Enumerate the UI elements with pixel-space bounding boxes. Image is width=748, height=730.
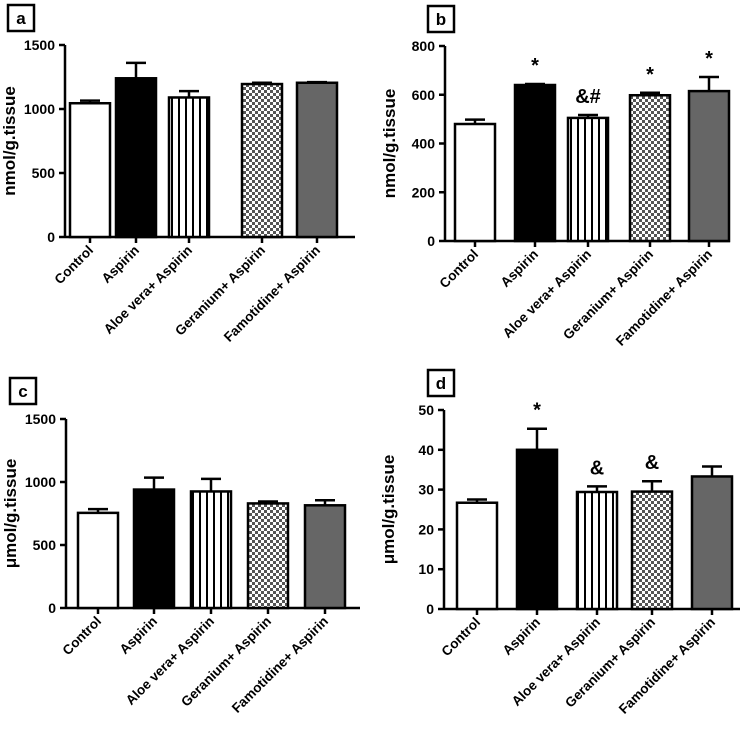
panel-label-box — [426, 4, 456, 34]
y-tick-label: 0 — [427, 233, 435, 249]
panel-label: b — [436, 10, 446, 29]
y-axis-label: nmol/g.tissue — [380, 89, 399, 199]
panel-c: c μmol/g.tissue 0 500 1000 1500 Control Aspirin… — [1, 376, 360, 716]
y-tick-label: 0 — [47, 229, 55, 245]
significance-marker: & — [590, 457, 604, 479]
bar-famotidine-aspirin — [295, 81, 339, 239]
panel-label: a — [16, 9, 26, 28]
y-tick-label: 800 — [412, 38, 436, 54]
panel-a: a nmol/g.tissue 0 500 1000 1500 Control Aspirin… — [0, 3, 355, 345]
x-tick-label: Famotidine+ Aspirin — [229, 614, 331, 716]
significance-marker: & — [645, 452, 659, 474]
bar-control — [76, 511, 120, 610]
y-tick-label: 1000 — [25, 474, 56, 490]
bar-control — [453, 122, 497, 243]
x-tick-label: Control — [52, 243, 97, 288]
bar-famotidine-aspirin — [303, 504, 347, 610]
bar-famotidine-aspirin — [690, 475, 734, 611]
bar-aloe-vera-aspirin — [566, 116, 610, 243]
y-tick-label: 10 — [418, 561, 434, 577]
x-tick-label: Aspirin — [99, 243, 142, 286]
bar-aspirin — [114, 77, 158, 239]
bar-control — [455, 501, 499, 611]
bar-aspirin — [513, 83, 557, 243]
x-tick-label: Control — [60, 614, 105, 659]
panel-label-box — [426, 368, 456, 398]
significance-marker: * — [646, 64, 654, 86]
panel-label-box — [6, 3, 36, 33]
y-tick-label: 500 — [32, 165, 56, 181]
significance-marker: &# — [575, 86, 601, 108]
y-tick-label: 1000 — [24, 101, 55, 117]
y-tick-label: 400 — [412, 136, 436, 152]
bar-geranium-aspirin — [628, 93, 672, 243]
y-tick-label: 0 — [426, 601, 434, 617]
bar-control — [68, 101, 112, 239]
y-tick-label: 40 — [418, 442, 434, 458]
x-tick-label: Famotidine+ Aspirin — [221, 243, 323, 345]
bar-geranium-aspirin — [246, 502, 290, 610]
y-tick-label: 20 — [418, 521, 434, 537]
panel-label-box — [8, 376, 38, 406]
y-tick-label: 600 — [412, 87, 436, 103]
significance-marker: * — [531, 55, 539, 77]
y-axis-label: μmol/g.tissue — [1, 459, 20, 569]
panel-label: c — [18, 382, 27, 401]
x-tick-label: Aspirin — [498, 247, 541, 290]
y-tick-label: 1500 — [25, 411, 56, 427]
panel-label: d — [436, 374, 446, 393]
x-tick-label: Control — [437, 247, 482, 292]
x-tick-label: Control — [439, 615, 484, 660]
y-tick-label: 50 — [418, 402, 434, 418]
y-axis-label: μmol/g.tissue — [379, 455, 398, 565]
bar-aspirin — [515, 448, 559, 611]
bar-aloe-vera-aspirin — [167, 96, 211, 239]
bar-aloe-vera-aspirin — [575, 490, 619, 611]
significance-marker: * — [533, 400, 541, 422]
panel-b: b nmol/g.tissue 0 200 400 600 800 Control Aspiri… — [380, 4, 731, 349]
y-axis-label: nmol/g.tissue — [0, 86, 19, 196]
y-tick-label: 200 — [412, 184, 436, 200]
y-tick-label: 500 — [33, 537, 57, 553]
bar-geranium-aspirin — [630, 490, 674, 611]
bar-geranium-aspirin — [240, 82, 284, 239]
bar-aloe-vera-aspirin — [189, 490, 233, 610]
x-tick-label: Aspirin — [500, 615, 543, 658]
x-tick-label: Aspirin — [117, 614, 160, 657]
bar-famotidine-aspirin — [687, 89, 731, 243]
significance-marker: * — [705, 48, 713, 70]
x-tick-label: Famotidine+ Aspirin — [613, 247, 715, 349]
y-tick-label: 1500 — [24, 37, 55, 53]
panel-d: d μmol/g.tissue 0 10 20 30 40 50 Control Aspirin *… — [379, 368, 740, 717]
bar-aspirin — [132, 488, 176, 610]
y-tick-label: 30 — [418, 482, 434, 498]
y-tick-label: 0 — [48, 600, 56, 616]
